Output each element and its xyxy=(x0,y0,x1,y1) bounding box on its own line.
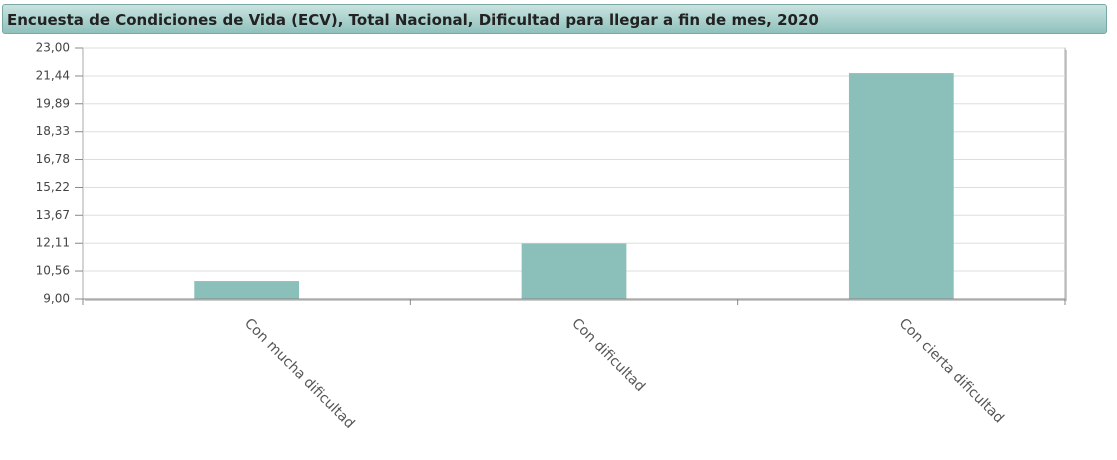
y-tick-label: 10,56 xyxy=(36,264,70,278)
x-tick-label: Con dificultad xyxy=(568,315,648,395)
bar xyxy=(848,73,954,299)
bar xyxy=(521,243,627,299)
y-tick-label: 9,00 xyxy=(43,292,70,306)
y-tick-label: 18,33 xyxy=(36,124,70,138)
y-tick-label: 21,44 xyxy=(36,68,70,82)
y-tick-label: 13,67 xyxy=(36,208,70,222)
chart-title: Encuesta de Condiciones de Vida (ECV), T… xyxy=(2,4,1107,34)
x-tick-label: Con mucha dificultad xyxy=(241,315,358,432)
y-tick-label: 19,89 xyxy=(36,96,70,110)
y-tick-label: 12,11 xyxy=(36,236,70,250)
y-tick-label: 23,00 xyxy=(36,41,70,55)
bar xyxy=(194,281,300,299)
y-tick-label: 15,22 xyxy=(36,180,70,194)
x-tick-label: Con cierta dificultad xyxy=(896,315,1007,426)
y-tick-label: 16,78 xyxy=(36,152,70,166)
